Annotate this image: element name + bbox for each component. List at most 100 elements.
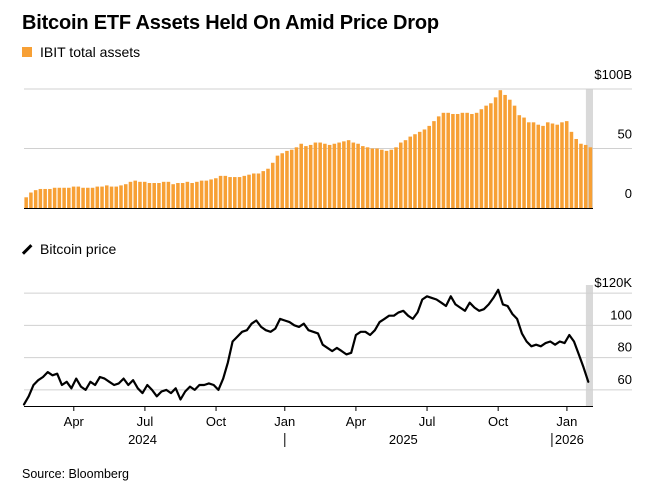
x-tick-label: Jul bbox=[137, 414, 154, 429]
bar bbox=[24, 197, 28, 208]
bar bbox=[574, 138, 578, 208]
bar bbox=[545, 122, 550, 208]
bar bbox=[33, 190, 38, 208]
bar bbox=[105, 185, 109, 208]
bar-legend-swatch bbox=[22, 47, 32, 57]
bar bbox=[555, 124, 560, 208]
bar bbox=[503, 94, 507, 208]
bar bbox=[43, 188, 47, 208]
bar bbox=[342, 141, 346, 208]
bar bbox=[436, 116, 441, 208]
bar bbox=[583, 144, 588, 208]
price-line-chart: $120K 100 80 60 Apr Jul Oct Jan Apr Jul Oct Jan 2024… bbox=[22, 275, 632, 447]
bar bbox=[142, 181, 147, 208]
y-tick-label: $100B bbox=[594, 67, 632, 82]
x-tick-label: Apr bbox=[64, 414, 85, 429]
bar bbox=[569, 131, 574, 208]
bar bbox=[451, 113, 455, 208]
bar bbox=[228, 177, 232, 208]
bar bbox=[29, 192, 33, 208]
bar bbox=[299, 143, 303, 208]
x-tick-label: Jul bbox=[419, 414, 436, 429]
bar bbox=[256, 173, 261, 208]
assets-bar-chart: $100B 50 0 bbox=[24, 67, 632, 209]
bar bbox=[100, 186, 104, 208]
bar bbox=[261, 171, 266, 208]
bar bbox=[560, 122, 564, 208]
bar bbox=[304, 146, 308, 208]
bar bbox=[209, 179, 213, 208]
bar bbox=[498, 90, 503, 208]
bar bbox=[237, 177, 242, 208]
bar bbox=[413, 134, 417, 208]
bar bbox=[199, 180, 204, 208]
bar bbox=[441, 112, 446, 208]
bar bbox=[489, 103, 493, 208]
bar bbox=[508, 99, 512, 208]
bar bbox=[465, 112, 469, 208]
bar bbox=[550, 123, 555, 208]
bar bbox=[223, 175, 228, 208]
bar bbox=[138, 181, 142, 208]
x-tick-label: Apr bbox=[346, 414, 367, 429]
bar bbox=[479, 109, 484, 208]
bar bbox=[384, 150, 389, 208]
bar bbox=[308, 144, 313, 208]
bar bbox=[214, 178, 218, 208]
bar bbox=[218, 175, 223, 208]
bar bbox=[484, 105, 488, 208]
x-tick-label: Jan bbox=[274, 414, 295, 429]
bar bbox=[446, 112, 450, 208]
bar bbox=[133, 180, 137, 208]
bar bbox=[57, 187, 62, 208]
bar bbox=[522, 117, 526, 208]
bar bbox=[541, 125, 545, 208]
bar bbox=[242, 175, 247, 208]
legend-assets: IBIT total assets bbox=[22, 44, 140, 60]
y-tick-label: 100 bbox=[610, 307, 632, 322]
bar bbox=[432, 121, 436, 208]
year-label: 2024 bbox=[128, 432, 157, 447]
bar bbox=[579, 143, 583, 208]
bar bbox=[171, 184, 175, 208]
bar bbox=[166, 181, 171, 208]
bar bbox=[233, 177, 237, 208]
bar bbox=[536, 124, 541, 208]
bar bbox=[119, 185, 123, 208]
bar bbox=[38, 188, 43, 208]
bar bbox=[588, 147, 593, 208]
x-tick-label: Oct bbox=[206, 414, 227, 429]
bar bbox=[48, 188, 52, 208]
bar bbox=[294, 147, 299, 208]
bar bbox=[517, 115, 522, 208]
y-tick-label: 60 bbox=[618, 372, 632, 387]
bar bbox=[493, 97, 498, 208]
highlight-band bbox=[585, 285, 593, 406]
bar bbox=[71, 186, 76, 208]
bar bbox=[190, 183, 194, 208]
bar bbox=[185, 181, 190, 208]
bar bbox=[266, 168, 270, 208]
bar bbox=[527, 122, 531, 208]
bar bbox=[147, 183, 152, 208]
bar bbox=[460, 112, 465, 208]
bar bbox=[455, 113, 460, 208]
source-note: Source: Bloomberg bbox=[22, 467, 130, 481]
bar bbox=[531, 122, 536, 208]
bar bbox=[327, 144, 332, 208]
bar bbox=[356, 143, 360, 208]
x-tick-label: Jan bbox=[556, 414, 577, 429]
bar bbox=[417, 131, 422, 208]
bar bbox=[86, 187, 90, 208]
line-legend-swatch bbox=[22, 244, 32, 254]
bar bbox=[427, 125, 431, 208]
x-tick-label: Oct bbox=[488, 414, 509, 429]
year-label: 2025 bbox=[389, 432, 418, 447]
chart-title: Bitcoin ETF Assets Held On Amid Price Dr… bbox=[22, 12, 439, 34]
bar bbox=[270, 162, 275, 208]
bar bbox=[285, 150, 289, 208]
price-line bbox=[22, 288, 590, 406]
bar bbox=[289, 149, 294, 208]
legend-price-label: Bitcoin price bbox=[40, 241, 117, 257]
bar bbox=[337, 142, 341, 208]
